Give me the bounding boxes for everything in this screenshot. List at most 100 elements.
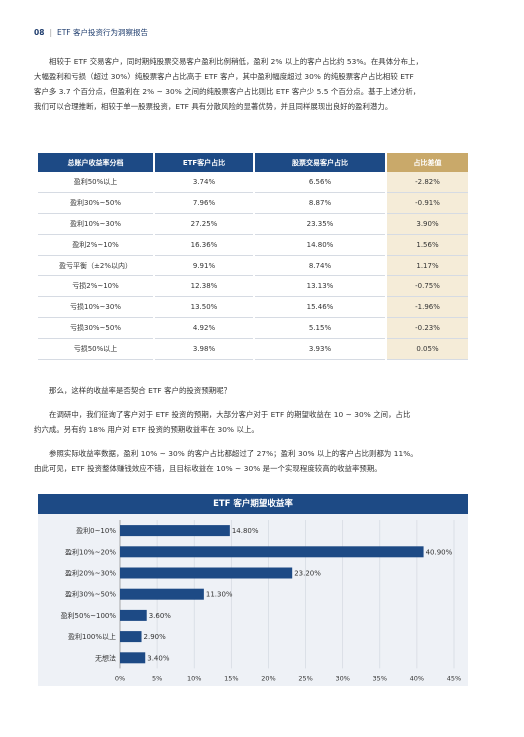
category-label: 无想法 xyxy=(95,653,116,662)
bar xyxy=(120,631,142,643)
table-row: 亏损2%~10% 12.38% 13.13% -0.75% xyxy=(38,275,468,298)
etf-share-cell: 12.38% xyxy=(154,275,255,298)
table-row: 盈利50%以上 3.74% 6.56% -2.82% xyxy=(38,172,468,194)
bar xyxy=(120,609,147,621)
intro-line: 相较于 ETF 交易客户，同时期纯股票交易客户盈利比例稍低，盈利 2% 以上的客… xyxy=(49,57,423,66)
range-cell: 盈利50%以上 xyxy=(38,172,155,194)
bar xyxy=(120,567,293,579)
page-number: 08 xyxy=(34,28,45,37)
x-tick-label: 15% xyxy=(224,674,238,682)
stock-share-cell: 23.35% xyxy=(254,213,387,235)
range-cell: 盈利2%~10% xyxy=(38,234,155,256)
x-tick-label: 40% xyxy=(410,674,424,682)
data-label: 40.90% xyxy=(426,548,453,556)
category-label: 盈利100%以上 xyxy=(68,632,116,641)
bar xyxy=(120,652,146,664)
diff-cell: -0.75% xyxy=(386,275,468,298)
range-cell: 亏损10%~30% xyxy=(38,296,155,319)
question-text: 那么，这样的收益率是否契合 ETF 客户的投资预期呢？ xyxy=(49,386,232,395)
table-header: ETF客户占比 xyxy=(154,153,255,172)
stock-share-cell: 14.80% xyxy=(254,234,387,256)
expected-return-chart: ETF 客户期望收益率 0% 5% 10% 15% 20% 25% 30% 35% 40% 45%… xyxy=(38,494,468,686)
report-title: ETF 客户投资行为洞察报告 xyxy=(56,28,148,37)
table-row: 亏损30%~50% 4.92% 5.15% -0.23% xyxy=(38,317,468,339)
stock-share-cell: 8.87% xyxy=(254,192,387,215)
x-tick-label: 0% xyxy=(115,674,125,682)
x-tick-label: 10% xyxy=(187,674,201,682)
conclusion-line: 参照实际收益率数据，盈利 10% ~ 30% 的客户占比都超过了 27%；盈利 … xyxy=(49,449,418,458)
range-cell: 亏损30%~50% xyxy=(38,317,155,339)
data-label: 3.60% xyxy=(149,612,172,620)
table-row: 盈利10%~30% 27.25% 23.35% 3.90% xyxy=(38,213,468,235)
header-divider: | xyxy=(49,28,52,37)
intro-line: 大幅盈利和亏损（超过 30%）纯股票客户占比高于 ETF 客户，其中盈利幅度超过… xyxy=(34,72,414,81)
table-row: 亏损50%以上 3.98% 3.93% 0.05% xyxy=(38,338,468,360)
range-cell: 亏损2%~10% xyxy=(38,275,155,298)
stock-share-cell: 6.56% xyxy=(254,172,387,194)
data-label: 23.20% xyxy=(294,570,321,578)
table-header: 占比差值 xyxy=(386,153,468,172)
chart-canvas: 0% 5% 10% 15% 20% 25% 30% 35% 40% 45% 盈利0~10% 14.80… xyxy=(61,520,461,682)
x-tick-label: 20% xyxy=(261,674,275,682)
category-label: 盈利30%~50% xyxy=(65,590,116,599)
stock-share-cell: 13.13% xyxy=(254,275,387,298)
etf-share-cell: 3.74% xyxy=(154,172,255,194)
data-label: 2.90% xyxy=(144,633,167,641)
table-header: 股票交易客户占比 xyxy=(254,153,387,172)
intro-paragraph: 相较于 ETF 交易客户，同时期纯股票交易客户盈利比例稍低，盈利 2% 以上的客… xyxy=(34,54,484,114)
diff-cell: 1.56% xyxy=(386,234,468,256)
stock-share-cell: 15.46% xyxy=(254,296,387,319)
diff-cell: 3.90% xyxy=(386,213,468,235)
table-header: 总账户收益率分档 xyxy=(38,153,155,172)
diff-cell: -0.23% xyxy=(386,317,468,339)
category-label: 盈利50%~100% xyxy=(61,611,117,620)
range-cell: 亏损50%以上 xyxy=(38,338,155,360)
conclusion-paragraph: 参照实际收益率数据，盈利 10% ~ 30% 的客户占比都超过了 27%；盈利 … xyxy=(34,446,484,476)
category-label: 盈利20%~30% xyxy=(65,569,116,578)
return-distribution-table: 总账户收益率分档 ETF客户占比 股票交易客户占比 占比差值 盈利50%以上 3.… xyxy=(38,153,468,360)
etf-share-cell: 13.50% xyxy=(154,296,255,319)
etf-share-cell: 4.92% xyxy=(154,317,255,339)
intro-line: 客户多 3.7 个百分点，但盈利在 2% ~ 30% 之间的纯股票客户占比则比 … xyxy=(34,87,421,96)
etf-share-cell: 16.36% xyxy=(154,234,255,256)
stock-share-cell: 5.15% xyxy=(254,317,387,339)
diff-cell: -1.96% xyxy=(386,296,468,319)
range-cell: 盈利30%~50% xyxy=(38,192,155,215)
diff-cell: 0.05% xyxy=(386,338,468,360)
x-tick-label: 45% xyxy=(447,674,461,682)
diff-cell: -0.91% xyxy=(386,192,468,215)
table-row: 盈利2%~10% 16.36% 14.80% 1.56% xyxy=(38,234,468,256)
bar xyxy=(120,546,424,558)
x-tick-label: 30% xyxy=(335,674,349,682)
range-cell: 盈亏平衡（±2%以内） xyxy=(38,255,155,277)
category-label: 盈利0~10% xyxy=(76,526,116,535)
data-label: 11.30% xyxy=(206,591,233,599)
x-tick-label: 35% xyxy=(373,674,387,682)
survey-line: 约六成。另有约 18% 用户对 ETF 投资的预期收益率在 30% 以上。 xyxy=(34,425,259,434)
stock-share-cell: 8.74% xyxy=(254,255,387,277)
diff-cell: -2.82% xyxy=(386,172,468,194)
bar xyxy=(120,588,204,600)
x-tick-label: 25% xyxy=(298,674,312,682)
data-label: 14.80% xyxy=(232,527,259,535)
chart-title: ETF 客户期望收益率 xyxy=(38,494,468,514)
category-label: 盈利10%~20% xyxy=(65,547,116,556)
etf-share-cell: 9.91% xyxy=(154,255,255,277)
table-row: 亏损10%~30% 13.50% 15.46% -1.96% xyxy=(38,296,468,319)
data-label: 3.40% xyxy=(147,654,170,662)
table-row: 盈利30%~50% 7.96% 8.87% -0.91% xyxy=(38,192,468,215)
table-header-row: 总账户收益率分档 ETF客户占比 股票交易客户占比 占比差值 xyxy=(38,153,468,172)
range-cell: 盈利10%~30% xyxy=(38,213,155,235)
table-row: 盈亏平衡（±2%以内） 9.91% 8.74% 1.17% xyxy=(38,255,468,277)
intro-line: 我们可以合理推断，相较于单一股票投资，ETF 具有分散风险的显著优势，并且同样展… xyxy=(34,102,393,111)
diff-cell: 1.17% xyxy=(386,255,468,277)
page-header: 08 | ETF 客户投资行为洞察报告 xyxy=(34,27,148,38)
question-paragraph: 那么，这样的收益率是否契合 ETF 客户的投资预期呢？ xyxy=(34,383,484,398)
bar xyxy=(120,525,230,537)
stock-share-cell: 3.93% xyxy=(254,338,387,360)
etf-share-cell: 7.96% xyxy=(154,192,255,215)
etf-share-cell: 27.25% xyxy=(154,213,255,235)
etf-share-cell: 3.98% xyxy=(154,338,255,360)
conclusion-line: 由此可见，ETF 投资整体赚钱效应不错，且目标收益在 10% ~ 30% 是一个… xyxy=(34,464,382,473)
survey-line: 在调研中，我们征询了客户对于 ETF 投资的预期，大部分客户对于 ETF 的期望… xyxy=(49,410,411,419)
